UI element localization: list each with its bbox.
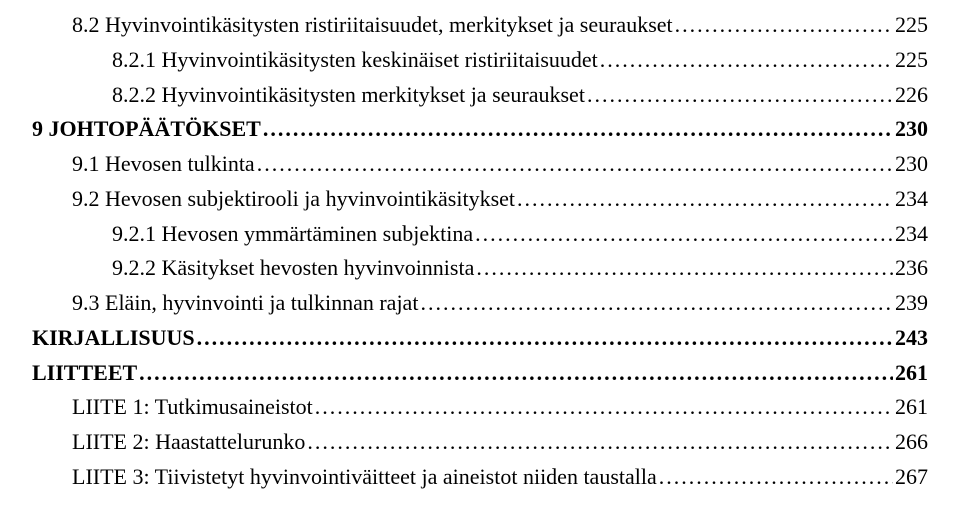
toc-entry: KIRJALLISUUS 243 <box>32 321 928 356</box>
toc-label: 9.1 Hevosen tulkinta <box>72 147 255 182</box>
toc-page-number: 236 <box>895 251 928 286</box>
toc-leader <box>257 147 893 182</box>
toc-label: 8.2 Hyvinvointikäsitysten ristiriitaisuu… <box>72 8 673 43</box>
toc-label: LIITE 2: Haastattelurunko <box>72 425 305 460</box>
toc-entry: 9.2.2 Käsitykset hevosten hyvinvoinnista… <box>32 251 928 286</box>
toc-leader <box>476 251 893 286</box>
toc-label: LIITTEET <box>32 356 137 391</box>
toc-page-number: 230 <box>895 112 928 147</box>
toc-page: 8.2 Hyvinvointikäsitysten ristiriitaisuu… <box>0 0 960 495</box>
toc-entry: 9.2.1 Hevosen ymmärtäminen subjektina 23… <box>32 217 928 252</box>
toc-label: 9.2.2 Käsitykset hevosten hyvinvoinnista <box>112 251 474 286</box>
toc-entry: 9.1 Hevosen tulkinta 230 <box>32 147 928 182</box>
toc-label: 9.2 Hevosen subjektirooli ja hyvinvointi… <box>72 182 515 217</box>
toc-leader <box>675 8 893 43</box>
toc-leader <box>600 43 893 78</box>
toc-label: 9.3 Eläin, hyvinvointi ja tulkinnan raja… <box>72 286 418 321</box>
toc-label: 8.2.1 Hyvinvointikäsitysten keskinäiset … <box>112 43 598 78</box>
toc-entry: 8.2.2 Hyvinvointikäsitysten merkitykset … <box>32 78 928 113</box>
toc-label: KIRJALLISUUS <box>32 321 195 356</box>
toc-entry: LIITE 3: Tiivistetyt hyvinvointiväitteet… <box>32 460 928 495</box>
toc-page-number: 225 <box>895 8 928 43</box>
toc-page-number: 261 <box>895 356 928 391</box>
toc-entry: 9.2 Hevosen subjektirooli ja hyvinvointi… <box>32 182 928 217</box>
toc-page-number: 266 <box>895 425 928 460</box>
toc-page-number: 225 <box>895 43 928 78</box>
toc-label: 9.2.1 Hevosen ymmärtäminen subjektina <box>112 217 473 252</box>
toc-page-number: 267 <box>895 460 928 495</box>
toc-leader <box>197 321 893 356</box>
toc-page-number: 234 <box>895 182 928 217</box>
toc-page-number: 243 <box>895 321 928 356</box>
toc-leader <box>475 217 893 252</box>
toc-leader <box>263 112 893 147</box>
toc-leader <box>315 390 893 425</box>
toc-entry: 9 JOHTOPÄÄTÖKSET 230 <box>32 112 928 147</box>
toc-leader <box>139 356 893 391</box>
toc-leader <box>517 182 893 217</box>
toc-leader <box>420 286 893 321</box>
toc-page-number: 261 <box>895 390 928 425</box>
toc-entry: LIITTEET 261 <box>32 356 928 391</box>
toc-entry: 9.3 Eläin, hyvinvointi ja tulkinnan raja… <box>32 286 928 321</box>
toc-leader <box>307 425 893 460</box>
toc-entry: LIITE 1: Tutkimusaineistot 261 <box>32 390 928 425</box>
toc-page-number: 226 <box>895 78 928 113</box>
toc-label: LIITE 3: Tiivistetyt hyvinvointiväitteet… <box>72 460 657 495</box>
toc-page-number: 239 <box>895 286 928 321</box>
toc-entry: LIITE 2: Haastattelurunko 266 <box>32 425 928 460</box>
toc-label: 8.2.2 Hyvinvointikäsitysten merkitykset … <box>112 78 585 113</box>
toc-entry: 8.2 Hyvinvointikäsitysten ristiriitaisuu… <box>32 8 928 43</box>
toc-leader <box>659 460 893 495</box>
toc-page-number: 234 <box>895 217 928 252</box>
toc-label: 9 JOHTOPÄÄTÖKSET <box>32 112 261 147</box>
toc-label: LIITE 1: Tutkimusaineistot <box>72 390 313 425</box>
toc-leader <box>587 78 893 113</box>
toc-page-number: 230 <box>895 147 928 182</box>
toc-entry: 8.2.1 Hyvinvointikäsitysten keskinäiset … <box>32 43 928 78</box>
